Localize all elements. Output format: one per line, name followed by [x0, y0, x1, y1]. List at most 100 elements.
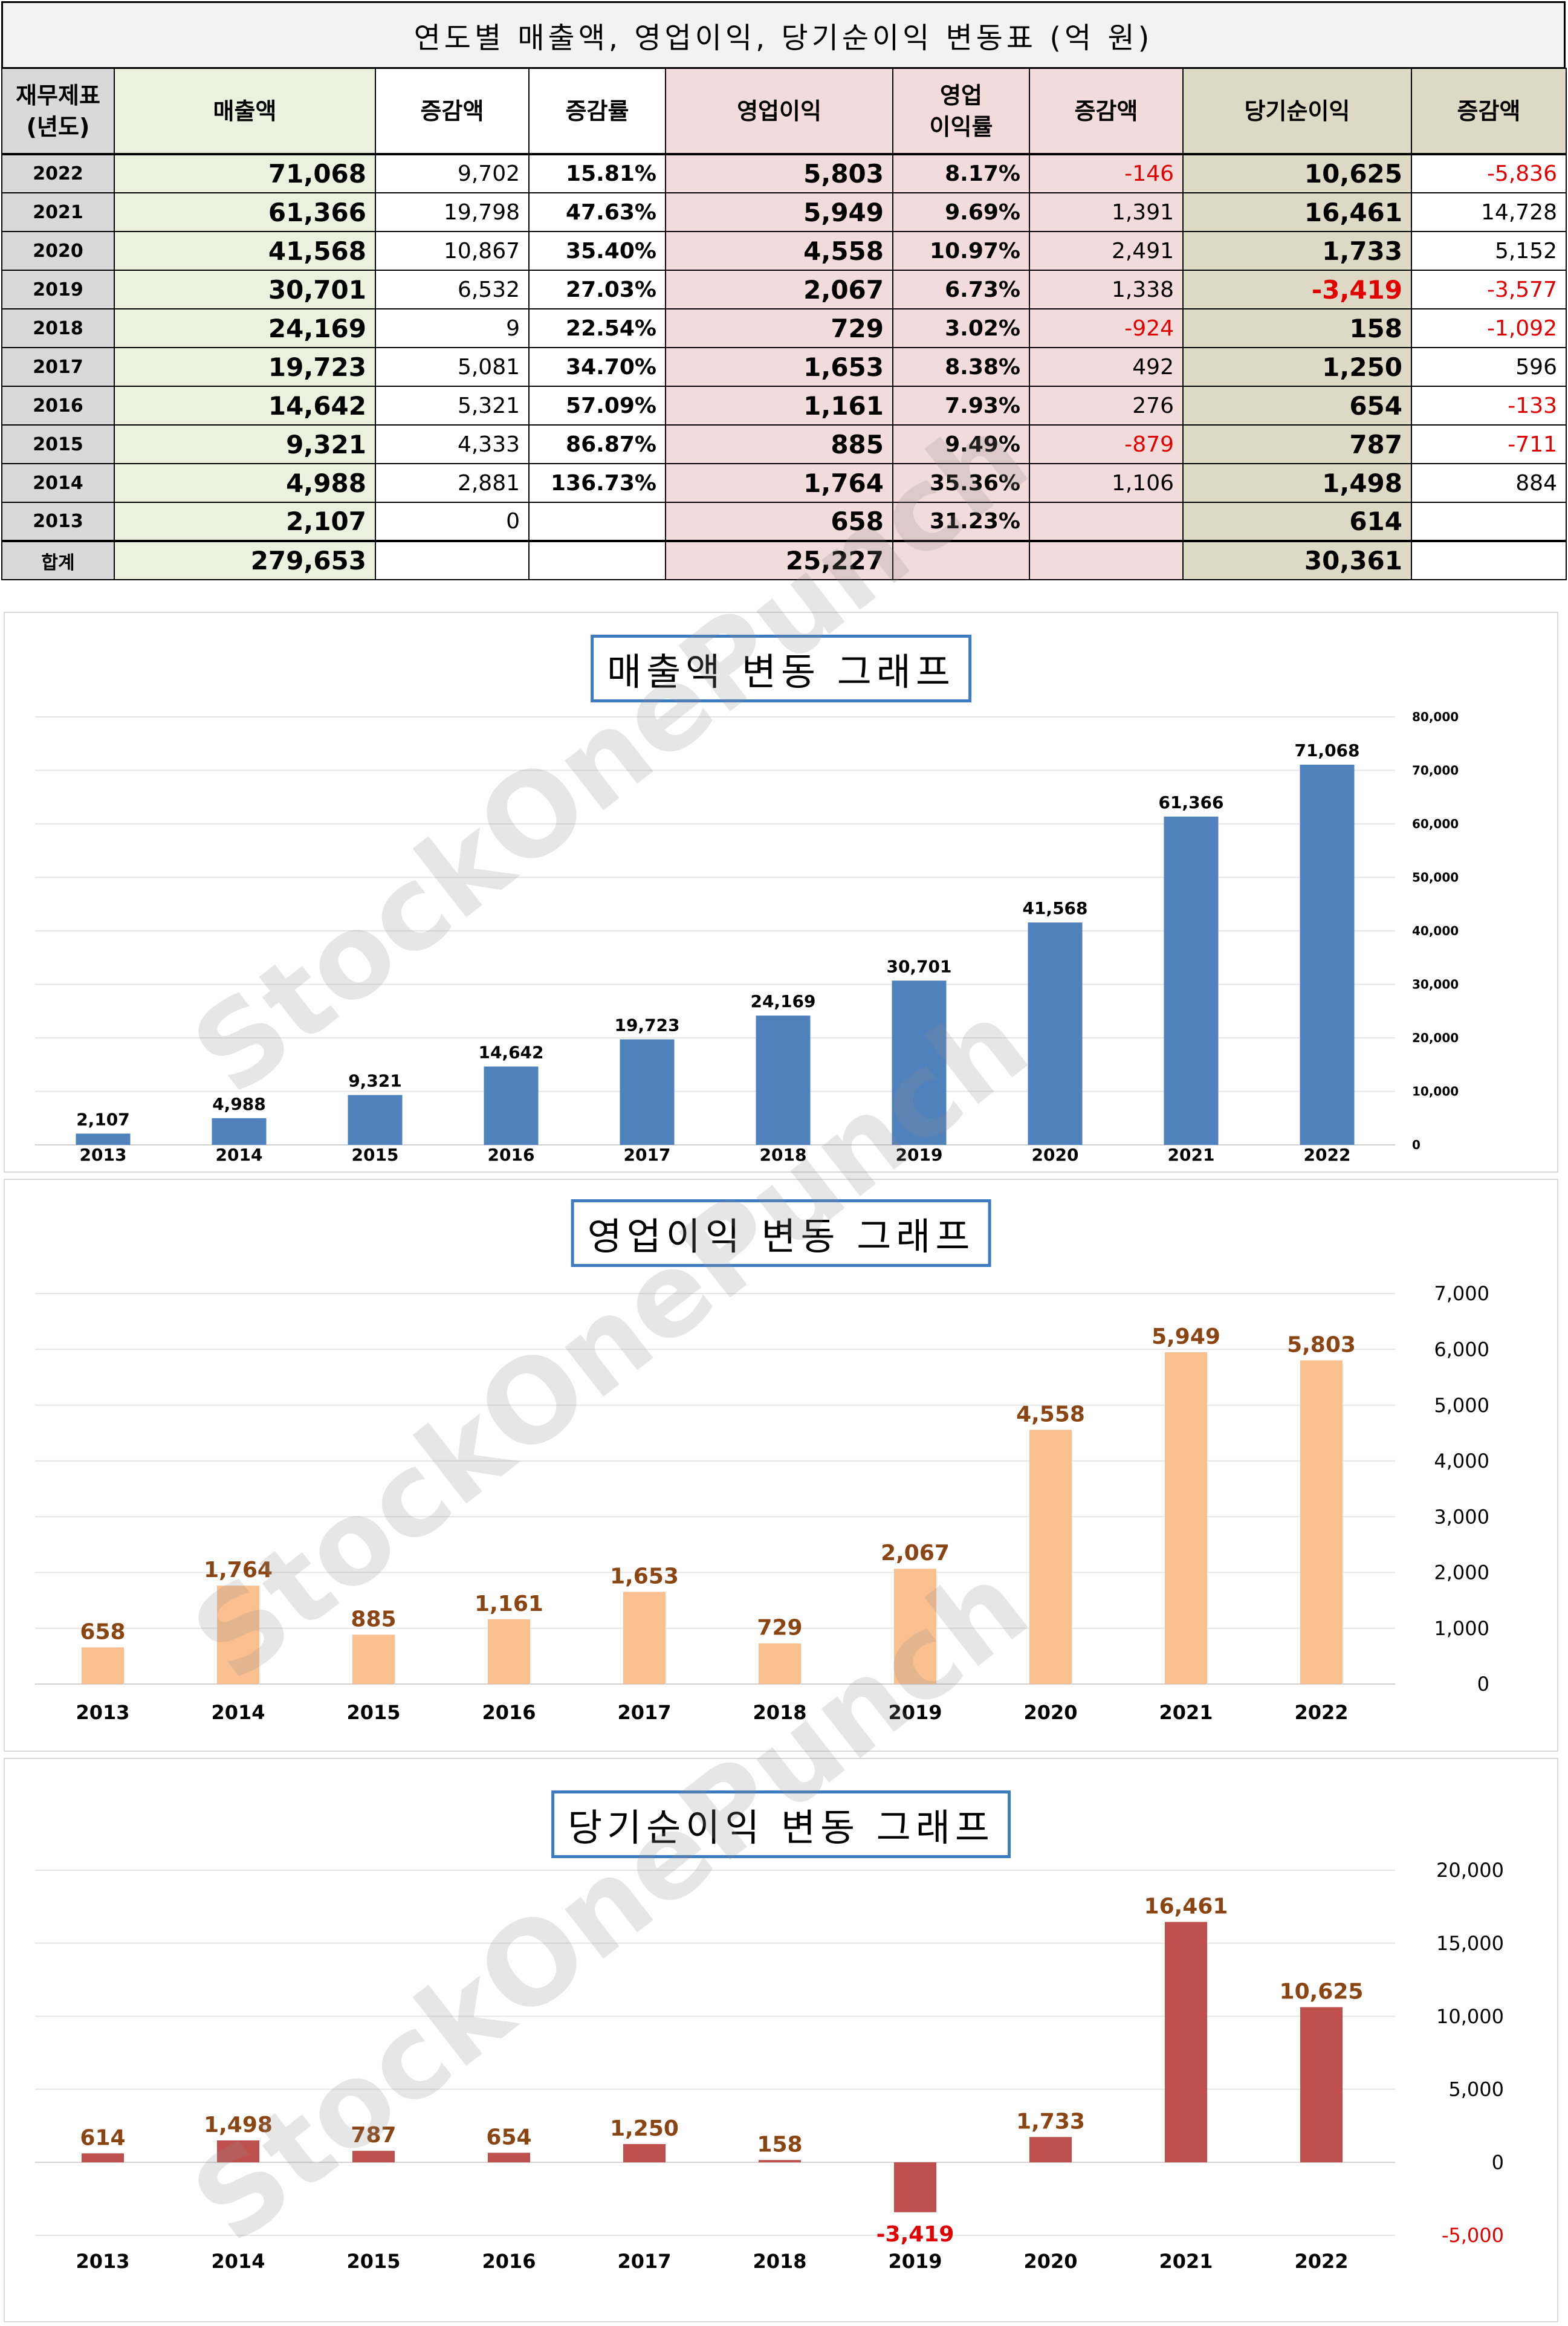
data-label: 61,366	[1158, 792, 1223, 812]
table-row: 2015 9,321 4,333 86.87% 885 9.49% -879 787 -711	[1, 424, 1567, 464]
table-cell	[528, 540, 666, 580]
data-label: 614	[80, 2125, 125, 2150]
table-cell: 3.02%	[892, 308, 1030, 348]
table-cell: 279,653	[114, 540, 376, 580]
table-cell: 2017	[1, 347, 115, 387]
header-net-income: 당기순이익	[1182, 68, 1412, 155]
x-tick-label: 2017	[624, 1145, 671, 1165]
header-text: 영업이익	[737, 97, 821, 125]
table-cell: -1,092	[1411, 308, 1567, 348]
table-cell: 654	[1182, 386, 1412, 426]
data-label: 5,803	[1287, 1332, 1356, 1357]
header-operating-margin: 영업 이익률	[892, 68, 1030, 155]
table-cell	[1029, 502, 1184, 542]
table-cell: 9,702	[375, 154, 530, 193]
bar	[894, 1569, 936, 1684]
revenue-chart-title: 매출액 변동 그래프	[591, 635, 971, 702]
y-tick-label: 5,000	[1448, 2078, 1504, 2101]
x-tick-label: 2021	[1168, 1145, 1215, 1165]
x-tick-label: 2022	[1294, 2250, 1348, 2273]
table-cell	[528, 502, 666, 542]
table-cell: 2022	[1, 154, 115, 193]
x-tick-label: 2015	[346, 2250, 400, 2273]
table-cell: -133	[1411, 386, 1567, 426]
table-cell: 5,152	[1411, 231, 1567, 271]
net-income-chart: 당기순이익 변동 그래프 -5,000 0 5,000 10,000 15,000 20,…	[4, 1758, 1558, 2322]
table-total-row: 합계 279,653 25,227 30,361	[1, 540, 1567, 580]
table-row: 2016 14,642 5,321 57.09% 1,161 7.93% 276 654 -13…	[1, 386, 1567, 426]
bar	[623, 1592, 666, 1684]
table-row: 2017 19,723 5,081 34.70% 1,653 8.38% 492 1,250 5…	[1, 347, 1567, 387]
table-cell: 1,653	[665, 347, 893, 387]
bar	[212, 1118, 267, 1145]
data-label: 41,568	[1022, 898, 1087, 918]
table-cell: -3,577	[1411, 270, 1567, 309]
table-cell: 658	[665, 502, 893, 542]
table-cell: 14,728	[1411, 192, 1567, 232]
table-cell: 합계	[1, 540, 115, 580]
net-income-chart-svg: -5,000 0 5,000 10,000 15,000 20,000 614 2013 1,4…	[35, 1859, 1504, 2273]
table-cell: 10,867	[375, 231, 530, 271]
table-cell: 5,321	[375, 386, 530, 426]
table-cell: 1,106	[1029, 463, 1184, 503]
x-tick-label: 2021	[1159, 2250, 1213, 2273]
table-cell: 14,642	[114, 386, 376, 426]
x-tick-label: 2015	[346, 1701, 400, 1724]
data-label: 1,250	[610, 2116, 679, 2141]
table-row: 2019 30,701 6,532 27.03% 2,067 6.73% 1,338 -3,4…	[1, 270, 1567, 309]
table-cell: 2,491	[1029, 231, 1184, 271]
table-cell: 4,988	[114, 463, 376, 503]
x-tick-label: 2022	[1304, 1145, 1351, 1165]
table-cell: 2013	[1, 502, 115, 542]
table-cell: 8.38%	[892, 347, 1030, 387]
table-cell: 2021	[1, 192, 115, 232]
table-cell: 25,227	[665, 540, 893, 580]
x-tick-label: 2016	[482, 1701, 536, 1724]
y-tick-label: 6,000	[1434, 1338, 1489, 1361]
table-cell	[892, 540, 1030, 580]
table-cell: 24,169	[114, 308, 376, 348]
table-cell	[1029, 540, 1184, 580]
table-cell: -3,419	[1182, 270, 1412, 309]
table-cell: 2015	[1, 424, 115, 464]
bar	[759, 2160, 801, 2163]
x-tick-label: 2015	[352, 1145, 399, 1165]
financial-table: 재무제표 (년도) 매출액 증감액 증감률 영업이익 영업 이익률 증감액 당기순이…	[1, 68, 1567, 580]
table-row: 2020 41,568 10,867 35.40% 4,558 10.97% 2,491 1,…	[1, 231, 1567, 271]
data-label: 24,169	[750, 991, 815, 1011]
data-label: 729	[757, 1616, 802, 1641]
data-label: 4,988	[212, 1094, 266, 1114]
bar	[1300, 765, 1355, 1145]
bar	[1164, 816, 1219, 1145]
operating-profit-chart: 영업이익 변동 그래프 0 1,000 2,000 3,000 4,000 5,000 6,…	[4, 1179, 1558, 1752]
table-cell: 787	[1182, 424, 1412, 464]
x-tick-label: 2018	[753, 2250, 806, 2273]
y-tick-label: 7,000	[1434, 1282, 1489, 1305]
x-tick-label: 2014	[211, 2250, 265, 2273]
table-cell: 2,067	[665, 270, 893, 309]
table-cell: 41,568	[114, 231, 376, 271]
bar	[82, 2153, 124, 2163]
table-cell: 884	[1411, 463, 1567, 503]
table-cell: 16,461	[1182, 192, 1412, 232]
data-label: 1,733	[1016, 2109, 1085, 2134]
bar	[892, 980, 947, 1145]
table-row: 2018 24,169 9 22.54% 729 3.02% -924 158 -1,092	[1, 308, 1567, 348]
header-text: 증감률	[565, 97, 629, 125]
table-cell: 729	[665, 308, 893, 348]
y-tick-label: 20,000	[1412, 1031, 1459, 1045]
table-cell: 2,881	[375, 463, 530, 503]
header-year: 재무제표 (년도)	[1, 68, 115, 155]
table-cell: 1,733	[1182, 231, 1412, 271]
header-revenue-rate: 증감률	[528, 68, 666, 155]
table-cell: 15.81%	[528, 154, 666, 193]
table-cell: 22.54%	[528, 308, 666, 348]
bar	[348, 1095, 403, 1145]
table-cell: 27.03%	[528, 270, 666, 309]
x-tick-label: 2019	[888, 1701, 942, 1724]
data-label: 787	[351, 2123, 396, 2148]
table-cell: 61,366	[114, 192, 376, 232]
header-operating-change: 증감액	[1029, 68, 1184, 155]
x-tick-label: 2022	[1294, 1701, 1348, 1724]
x-tick-label: 2013	[76, 1701, 129, 1724]
